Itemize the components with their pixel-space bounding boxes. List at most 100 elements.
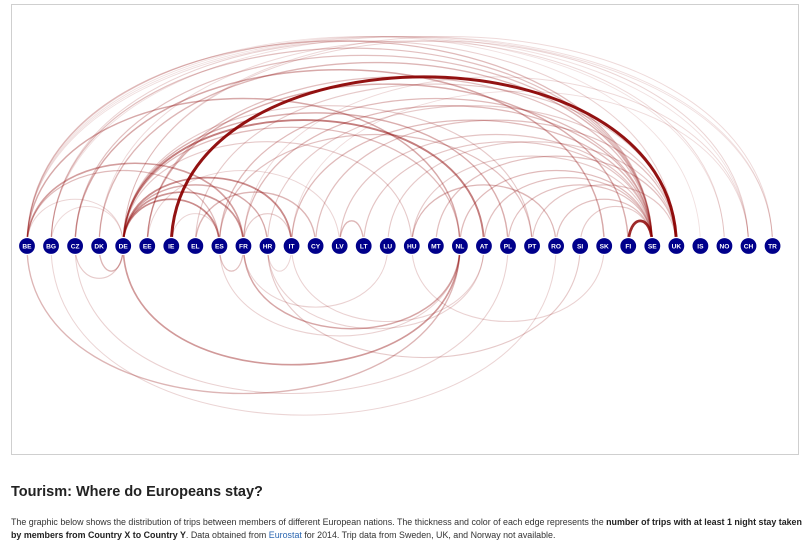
node-hu[interactable]: HU (402, 236, 421, 256)
node-be[interactable]: BE (17, 236, 37, 256)
edge-fr-se[interactable] (242, 105, 653, 247)
node-nl[interactable]: NL (450, 236, 469, 256)
node-circle-ro[interactable] (546, 236, 566, 256)
node-dk[interactable]: DK (90, 236, 109, 256)
edge-de-tr[interactable] (122, 36, 774, 247)
edge-cz-se[interactable] (74, 54, 653, 247)
edge-dk-no[interactable] (98, 40, 725, 247)
node-no[interactable]: NO (715, 236, 734, 256)
edge-at-se[interactable] (483, 177, 653, 247)
node-mt[interactable]: MT (426, 236, 445, 256)
node-circle-pl[interactable] (498, 236, 518, 256)
node-circle-tr[interactable] (763, 236, 782, 256)
edge-at-it[interactable] (291, 245, 485, 323)
node-circle-it[interactable] (282, 236, 301, 256)
node-es[interactable]: ES (210, 236, 229, 256)
node-circle-uk[interactable] (667, 236, 686, 256)
edge-sk-hu[interactable] (411, 245, 605, 323)
edge-pl-se[interactable] (507, 184, 653, 247)
edge-lu-uk[interactable] (387, 141, 677, 247)
edge-be-se[interactable] (26, 40, 653, 247)
node-circle-si[interactable] (571, 236, 590, 256)
node-circle-es[interactable] (210, 236, 229, 256)
node-circle-hu[interactable] (402, 236, 421, 256)
edge-lt-se[interactable] (363, 141, 653, 247)
node-circle-sk[interactable] (595, 236, 614, 256)
node-cz[interactable]: CZ (65, 236, 85, 256)
node-de[interactable]: DE (114, 236, 133, 256)
edge-dk-se[interactable] (98, 62, 653, 247)
edge-de-ch[interactable] (122, 40, 750, 247)
edge-nl-se[interactable] (459, 169, 653, 247)
node-circle-lv[interactable] (330, 236, 349, 256)
node-ee[interactable]: EE (138, 236, 157, 256)
node-pl[interactable]: PL (498, 236, 518, 256)
node-circle-hr[interactable] (258, 236, 277, 256)
edge-lu-fr[interactable] (242, 245, 389, 308)
node-circle-dk[interactable] (90, 236, 109, 256)
node-circle-bg[interactable] (41, 236, 61, 256)
node-is[interactable]: IS (691, 236, 710, 256)
node-circle-ch[interactable] (739, 236, 758, 256)
node-ch[interactable]: CH (739, 236, 758, 256)
edge-bg-tr[interactable] (50, 36, 774, 247)
edge-bg-de[interactable] (50, 205, 124, 247)
edge-bg-se[interactable] (50, 47, 653, 247)
edge-ee-lv[interactable] (146, 169, 341, 247)
edge-bg-uk[interactable] (50, 40, 677, 247)
node-pt[interactable]: PT (522, 236, 542, 256)
eurostat-link[interactable]: Eurostat (268, 530, 302, 540)
node-circle-cy[interactable] (306, 236, 325, 256)
edge-pl-cz[interactable] (74, 245, 509, 394)
node-circle-ie[interactable] (162, 236, 181, 256)
edge-be-ch[interactable] (26, 36, 749, 247)
node-sk[interactable]: SK (595, 236, 614, 256)
node-circle-lt[interactable] (354, 236, 373, 256)
edge-be-no[interactable] (26, 36, 725, 247)
edge-de-hr[interactable] (122, 184, 269, 247)
node-circle-el[interactable] (186, 236, 205, 256)
node-circle-fr[interactable] (234, 236, 253, 256)
node-circle-pt[interactable] (522, 236, 542, 256)
edge-de-nl[interactable] (122, 126, 461, 247)
node-uk[interactable]: UK (667, 236, 686, 256)
edge-hr-uk[interactable] (266, 105, 677, 247)
edge-de-it[interactable] (122, 176, 293, 247)
edge-de-es[interactable] (122, 198, 221, 247)
edge-be-de[interactable] (26, 198, 124, 247)
edge-fr-it[interactable] (242, 213, 293, 247)
edge-pt-uk[interactable] (531, 184, 677, 247)
edge-hu-se[interactable] (411, 155, 653, 247)
node-cy[interactable]: CY (306, 236, 325, 256)
edge-be-es[interactable] (26, 169, 221, 247)
node-circle-be[interactable] (17, 236, 37, 256)
node-fr[interactable]: FR (234, 236, 253, 256)
edge-be-tr[interactable] (26, 36, 774, 247)
node-se[interactable]: SE (643, 236, 662, 256)
edge-es-se[interactable] (218, 98, 653, 247)
edge-hu-ro[interactable] (411, 184, 557, 247)
edge-it-se[interactable] (290, 119, 653, 247)
edge-be-nl[interactable] (26, 97, 461, 247)
node-circle-ee[interactable] (138, 236, 157, 256)
edge-nl-be[interactable] (26, 245, 461, 394)
node-it[interactable]: IT (282, 236, 301, 256)
edge-de-hu[interactable] (122, 141, 413, 247)
edge-ie-uk[interactable] (169, 75, 678, 247)
edge-el-cy[interactable] (194, 191, 317, 247)
edge-ro-bg[interactable] (50, 245, 557, 416)
node-circle-nl[interactable] (450, 236, 469, 256)
edge-mt-uk[interactable] (435, 155, 677, 247)
edge-ee-fi[interactable] (146, 83, 629, 247)
node-lu[interactable]: LU (378, 236, 397, 256)
edge-nl-de[interactable] (122, 245, 461, 366)
edge-be-is[interactable] (26, 36, 701, 247)
node-bg[interactable]: BG (41, 236, 61, 256)
node-fi[interactable]: FI (619, 236, 638, 256)
node-lv[interactable]: LV (330, 236, 349, 256)
edge-de-pl[interactable] (122, 112, 509, 247)
edge-de-pt[interactable] (122, 105, 533, 247)
edge-de-at[interactable] (122, 119, 485, 247)
node-circle-is[interactable] (691, 236, 710, 256)
edge-it-ch[interactable] (291, 90, 749, 247)
